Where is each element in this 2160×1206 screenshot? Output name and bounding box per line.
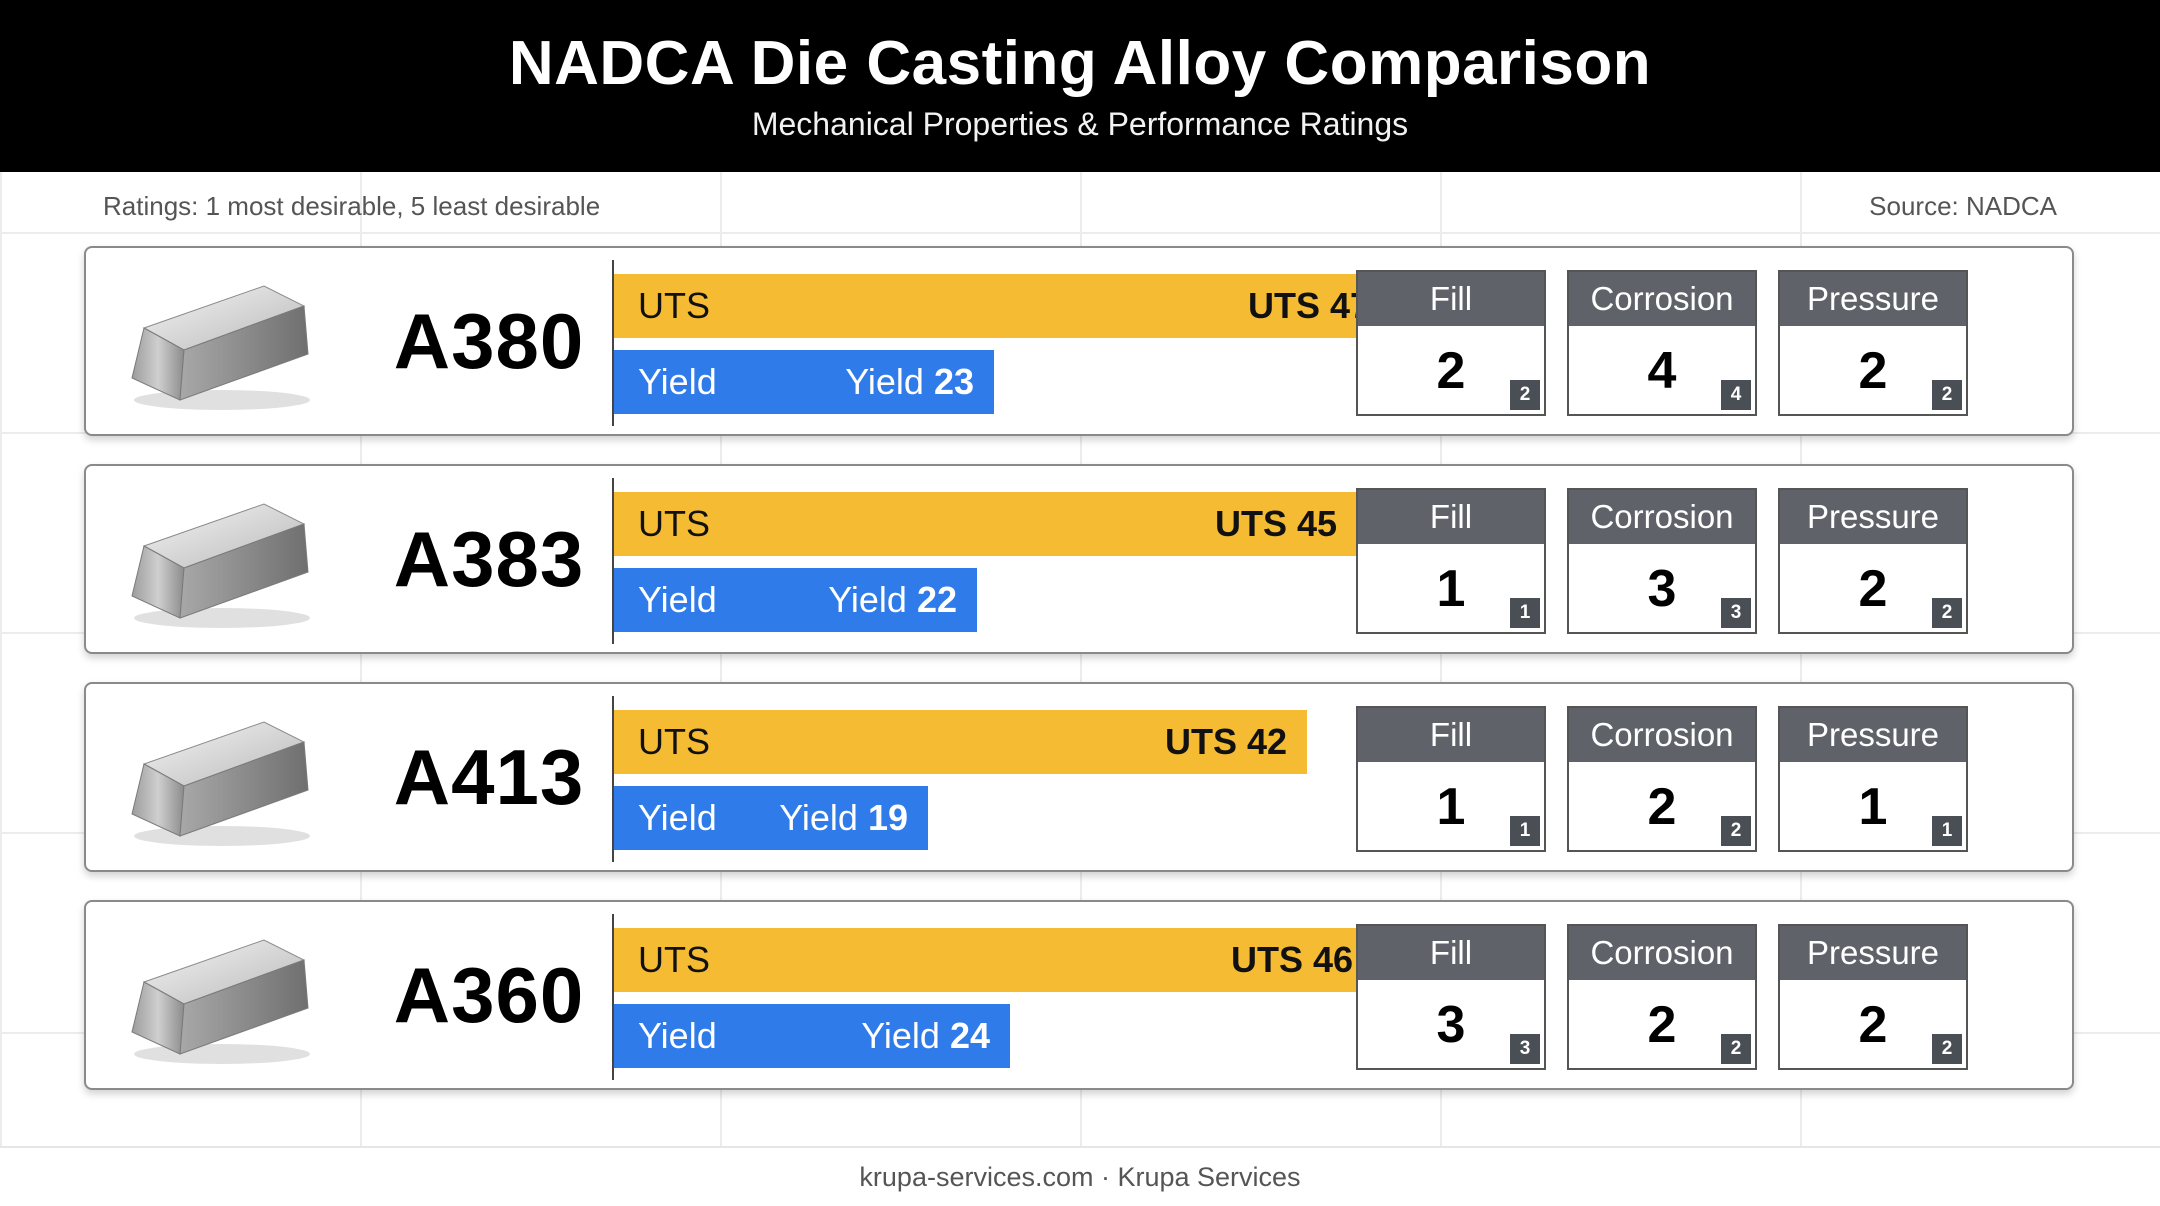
uts-bar: UTS UTS 42: [614, 710, 1307, 774]
rating-value-pressure: 1: [1858, 778, 1888, 836]
rating-box-corrosion: Corrosion 3 3: [1567, 488, 1757, 634]
rating-box-fill: Fill 1 1: [1356, 706, 1546, 852]
page-title: NADCA Die Casting Alloy Comparison: [508, 29, 1652, 98]
rating-box-fill: Fill 3 3: [1356, 924, 1546, 1070]
footer-credit: krupa-services.com · Krupa Services: [859, 1162, 1301, 1192]
yield-bar-label: Yield: [638, 1015, 717, 1056]
yield-bar-value: Yield 22: [828, 579, 957, 620]
rating-value-fill: 2: [1436, 342, 1466, 400]
yield-bar-label: Yield: [638, 797, 717, 838]
rating-box-pressure: Pressure 1 1: [1778, 706, 1968, 852]
rating-header-pressure: Pressure: [1780, 708, 1966, 762]
yield-bar-label: Yield: [638, 579, 717, 620]
uts-bar-label: UTS: [638, 503, 710, 544]
alloy-name: A383: [393, 515, 585, 603]
rating-value-corrosion: 2: [1647, 996, 1677, 1054]
rating-box-pressure: Pressure 2 2: [1778, 488, 1968, 634]
rating-value-corrosion: 4: [1647, 342, 1677, 400]
rating-box-fill: Fill 1 1: [1356, 488, 1546, 634]
rating-badge-corrosion: 3: [1721, 598, 1751, 628]
rating-header-fill: Fill: [1358, 708, 1544, 762]
uts-bar-label: UTS: [638, 285, 710, 326]
ingot-icon: [122, 706, 318, 856]
ingot-icon: [122, 488, 318, 638]
rating-box-corrosion: Corrosion 4 4: [1567, 270, 1757, 416]
bar-axis-line: [612, 260, 614, 426]
source-note: Source: NADCA: [1869, 191, 2057, 221]
rating-badge-pressure: 1: [1932, 816, 1962, 846]
alloy-name: A380: [393, 297, 585, 385]
alloy-card: A380 UTS UTS 47 Yield Yield 23 Fill 2 2 Corrosio…: [84, 246, 2074, 436]
rating-badge-fill: 1: [1510, 816, 1540, 846]
rating-badge-corrosion: 2: [1721, 816, 1751, 846]
alloy-card: A413 UTS UTS 42 Yield Yield 19 Fill 1 1 Corrosio…: [84, 682, 2074, 872]
rating-badge-pressure: 2: [1932, 1034, 1962, 1064]
rating-header-corrosion: Corrosion: [1569, 490, 1755, 544]
rating-value-pressure: 2: [1858, 560, 1888, 618]
bar-axis-line: [612, 696, 614, 862]
rating-box-pressure: Pressure 2 2: [1778, 270, 1968, 416]
uts-bar: UTS UTS 45: [614, 492, 1357, 556]
bar-axis-line: [612, 478, 614, 644]
alloy-name: A360: [393, 951, 585, 1039]
ingot-icon: [122, 270, 318, 420]
rating-header-pressure: Pressure: [1780, 272, 1966, 326]
uts-bar-value: UTS 47: [1247, 285, 1370, 326]
rating-badge-pressure: 2: [1932, 380, 1962, 410]
yield-bar: Yield Yield 23: [614, 350, 994, 414]
ratings-legend-note: Ratings: 1 most desirable, 5 least desir…: [103, 191, 601, 221]
alloy-card: A360 UTS UTS 46 Yield Yield 24 Fill 3 3 Corrosio…: [84, 900, 2074, 1090]
rating-header-fill: Fill: [1358, 490, 1544, 544]
rating-badge-fill: 3: [1510, 1034, 1540, 1064]
uts-bar-label: UTS: [638, 939, 710, 980]
yield-bar-value: Yield 19: [779, 797, 908, 838]
rating-value-fill: 3: [1436, 996, 1466, 1054]
rating-header-pressure: Pressure: [1780, 490, 1966, 544]
rating-value-pressure: 2: [1858, 342, 1888, 400]
page-header: NADCA Die Casting Alloy Comparison Mecha…: [0, 0, 2160, 172]
uts-bar: UTS UTS 47: [614, 274, 1390, 338]
uts-bar-value: UTS 45: [1214, 503, 1337, 544]
rating-value-corrosion: 2: [1647, 778, 1677, 836]
rating-value-fill: 1: [1436, 560, 1466, 618]
uts-bar-label: UTS: [638, 721, 710, 762]
rating-header-corrosion: Corrosion: [1569, 272, 1755, 326]
rating-value-corrosion: 3: [1647, 560, 1677, 618]
rating-header-fill: Fill: [1358, 272, 1544, 326]
ingot-icon: [122, 924, 318, 1074]
rating-badge-corrosion: 4: [1721, 380, 1751, 410]
page-subtitle: Mechanical Properties & Performance Rati…: [751, 106, 1409, 142]
rating-badge-corrosion: 2: [1721, 1034, 1751, 1064]
yield-bar: Yield Yield 22: [614, 568, 977, 632]
rating-header-corrosion: Corrosion: [1569, 926, 1755, 980]
rating-badge-pressure: 2: [1932, 598, 1962, 628]
footer-divider: [0, 1146, 2160, 1148]
rating-header-pressure: Pressure: [1780, 926, 1966, 980]
bar-axis-line: [612, 914, 614, 1080]
rating-value-pressure: 2: [1858, 996, 1888, 1054]
rating-badge-fill: 2: [1510, 380, 1540, 410]
rating-box-corrosion: Corrosion 2 2: [1567, 924, 1757, 1070]
yield-bar: Yield Yield 19: [614, 786, 928, 850]
yield-bar: Yield Yield 24: [614, 1004, 1010, 1068]
rating-value-fill: 1: [1436, 778, 1466, 836]
uts-bar-value: UTS 42: [1164, 721, 1287, 762]
yield-bar-value: Yield 24: [861, 1015, 990, 1056]
uts-bar-value: UTS 46: [1230, 939, 1353, 980]
uts-bar: UTS UTS 46: [614, 928, 1373, 992]
rating-box-corrosion: Corrosion 2 2: [1567, 706, 1757, 852]
rating-box-pressure: Pressure 2 2: [1778, 924, 1968, 1070]
alloy-card: A383 UTS UTS 45 Yield Yield 22 Fill 1 1 Corrosio…: [84, 464, 2074, 654]
rating-box-fill: Fill 2 2: [1356, 270, 1546, 416]
rating-header-fill: Fill: [1358, 926, 1544, 980]
rating-header-corrosion: Corrosion: [1569, 708, 1755, 762]
alloy-name: A413: [393, 733, 585, 821]
rating-badge-fill: 1: [1510, 598, 1540, 628]
yield-bar-label: Yield: [638, 361, 717, 402]
yield-bar-value: Yield 23: [845, 361, 974, 402]
